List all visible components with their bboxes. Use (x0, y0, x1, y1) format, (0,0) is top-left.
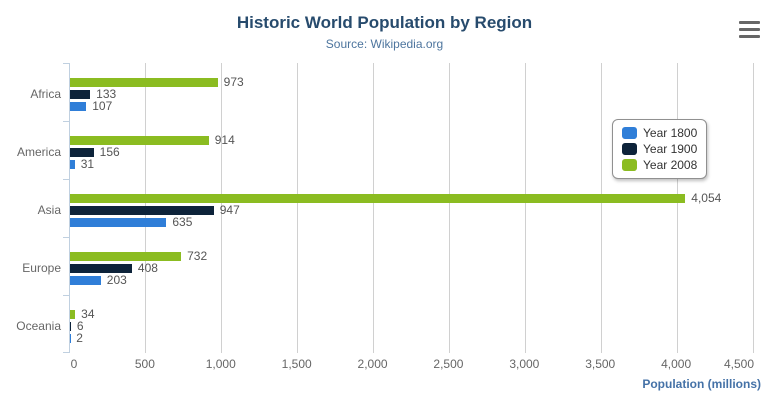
hamburger-icon (739, 35, 760, 38)
bar[interactable] (70, 136, 209, 145)
gridline (676, 63, 678, 353)
gridline (297, 63, 299, 353)
x-axis-tick-label: 3,500 (585, 357, 616, 371)
data-label: 4,054 (691, 191, 722, 205)
bar[interactable] (70, 218, 167, 227)
data-label: 973 (223, 75, 244, 89)
category-label: Europe (22, 261, 61, 275)
category-label: America (16, 145, 61, 159)
x-axis-tick-label: 500 (134, 357, 155, 371)
plot-area: 973 133 107 914 156 31 4,054 947 635 732 408 203 34 6… (63, 63, 754, 353)
bar[interactable] (70, 102, 87, 111)
chart-context-menu-button[interactable] (739, 21, 760, 39)
data-label: 203 (106, 273, 127, 287)
data-label: 107 (92, 99, 113, 113)
data-label: 31 (80, 157, 95, 171)
category-axis-tick (63, 352, 69, 353)
category-axis-tick (63, 179, 69, 180)
category-axis-tick (63, 237, 69, 238)
data-label: 156 (99, 145, 120, 159)
bar[interactable] (70, 264, 132, 273)
data-label: 133 (96, 87, 117, 101)
category-axis-tick (63, 121, 69, 122)
gridline (524, 63, 526, 353)
legend-item[interactable]: Year 1900 (622, 141, 697, 157)
category-label: Oceania (16, 319, 61, 333)
legend-item-label: Year 2008 (643, 158, 698, 172)
chart-title: Historic World Population by Region (236, 13, 533, 32)
bar[interactable] (70, 310, 76, 319)
category-label: Asia (37, 203, 61, 217)
bar[interactable] (70, 276, 101, 285)
data-label: 914 (214, 133, 235, 147)
data-label: 2 (76, 331, 83, 345)
bar[interactable] (70, 160, 75, 169)
legend: Year 1800 Year 1900 Year 2008 (612, 119, 708, 179)
data-label: 947 (219, 203, 240, 217)
gridline (221, 63, 223, 353)
legend-item[interactable]: Year 2008 (622, 157, 697, 173)
data-label: 6 (76, 319, 84, 333)
x-axis-title: Population (millions) (642, 377, 761, 391)
bar[interactable] (70, 78, 218, 87)
bar[interactable] (70, 90, 91, 99)
x-axis-tick-label: 1,500 (281, 357, 312, 371)
gridline (752, 63, 754, 353)
x-axis-tick-label: 3,000 (509, 357, 540, 371)
data-label: 635 (172, 215, 193, 229)
bar[interactable] (70, 206, 214, 215)
x-axis-tick-label: 2,000 (357, 357, 388, 371)
x-axis-tick-label: 1,000 (205, 357, 236, 371)
gridline (448, 63, 450, 353)
data-label: 732 (187, 249, 208, 263)
data-label: 408 (137, 261, 158, 275)
hamburger-icon (739, 28, 760, 31)
legend-item[interactable]: Year 1800 (622, 125, 697, 141)
data-label: 34 (81, 307, 95, 321)
legend-swatch (622, 143, 637, 155)
legend-item-label: Year 1800 (643, 126, 698, 140)
x-axis-tick-label: 4,500 (723, 357, 754, 371)
chart-subtitle: Source: Wikipedia.org (325, 37, 444, 51)
bar[interactable] (70, 194, 686, 203)
x-axis-tick-label: 2,500 (433, 357, 464, 371)
legend-item-label: Year 1900 (643, 142, 698, 156)
gridline (373, 63, 375, 353)
legend-swatch (622, 159, 637, 171)
x-axis-tick-label: 4,000 (661, 357, 692, 371)
category-axis-tick (63, 63, 69, 64)
bar[interactable] (70, 252, 182, 261)
legend-swatch (622, 127, 637, 139)
x-axis-tick-label: 0 (70, 357, 78, 371)
category-axis-tick (63, 295, 69, 296)
bar[interactable] (70, 148, 94, 157)
bar[interactable] (70, 322, 71, 331)
category-label: Africa (30, 87, 61, 101)
gridline (600, 63, 602, 353)
hamburger-icon (739, 21, 760, 24)
